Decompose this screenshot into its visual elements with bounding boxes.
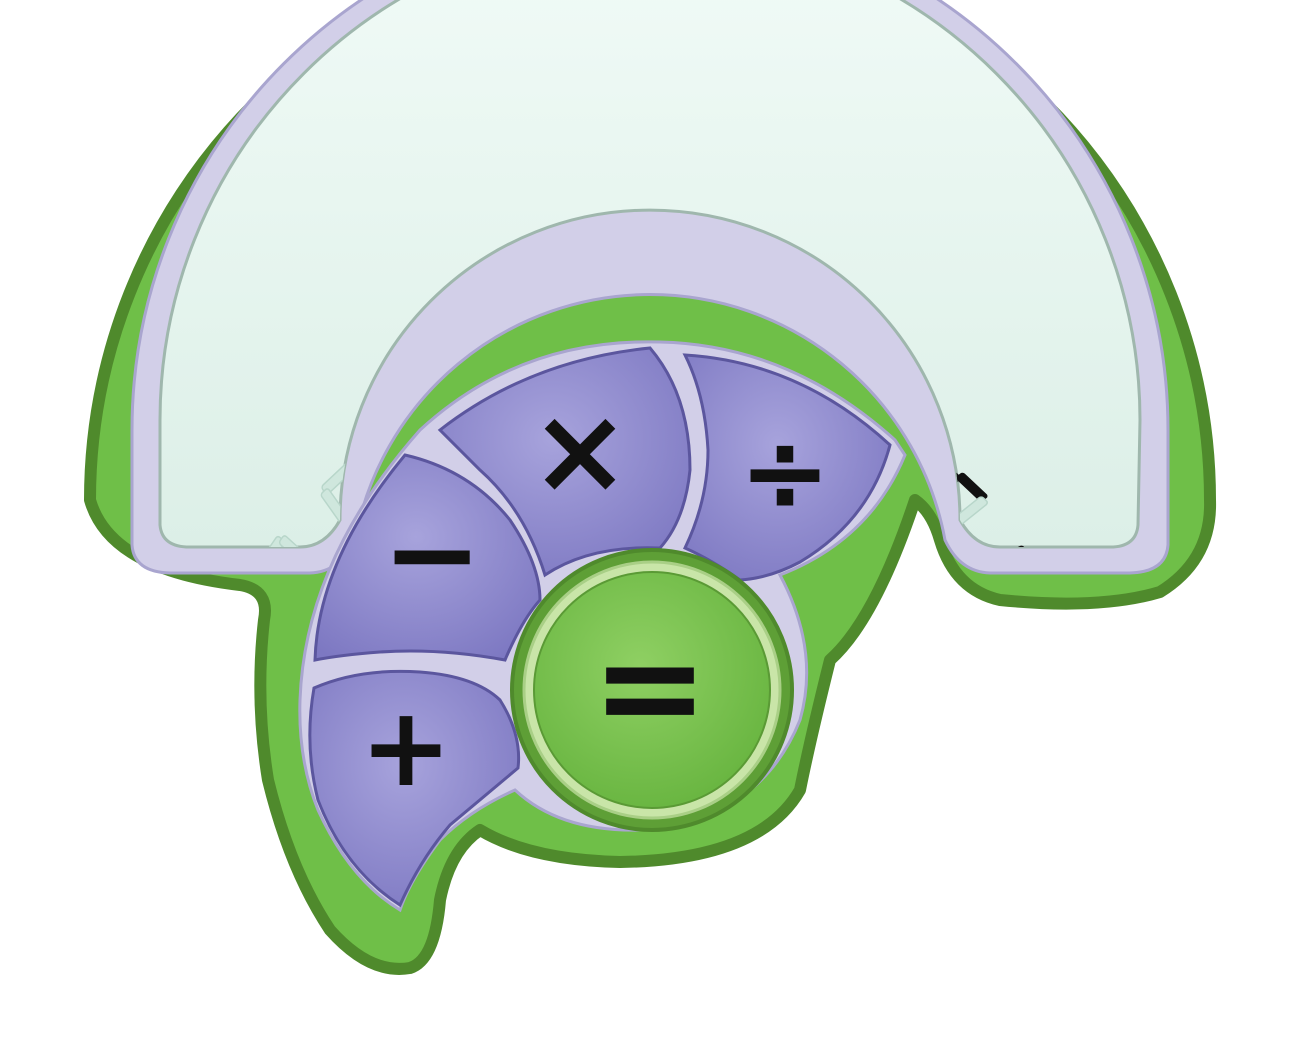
subtract-symbol: − xyxy=(382,485,483,624)
digit-segment-a xyxy=(212,622,234,660)
subtract-button[interactable]: − xyxy=(313,453,542,662)
digit-segment-a xyxy=(1070,634,1093,670)
add-symbol: + xyxy=(360,683,452,811)
display-digit-unlit xyxy=(257,535,316,548)
display-digit-7 xyxy=(984,630,1095,696)
digit-segment-e xyxy=(984,643,1030,663)
digit-segment-a xyxy=(956,472,988,502)
digit-segment-f xyxy=(1031,631,1077,651)
divide-symbol: ÷ xyxy=(739,408,831,536)
digit-segment-f xyxy=(214,653,255,684)
digit-segment-c xyxy=(997,676,1043,696)
multiply-button[interactable]: × xyxy=(437,346,692,578)
digit-segment-b xyxy=(1044,664,1090,684)
divide-button[interactable]: ÷ xyxy=(682,353,892,582)
add-button[interactable]: + xyxy=(308,669,521,908)
equals-button[interactable]: = xyxy=(510,548,794,832)
digit-segment-g xyxy=(1028,645,1051,681)
equals-symbol: = xyxy=(591,606,708,769)
digit-segment-d xyxy=(986,655,1009,691)
multiply-symbol: × xyxy=(530,382,631,521)
digit-segment-b xyxy=(279,535,316,548)
